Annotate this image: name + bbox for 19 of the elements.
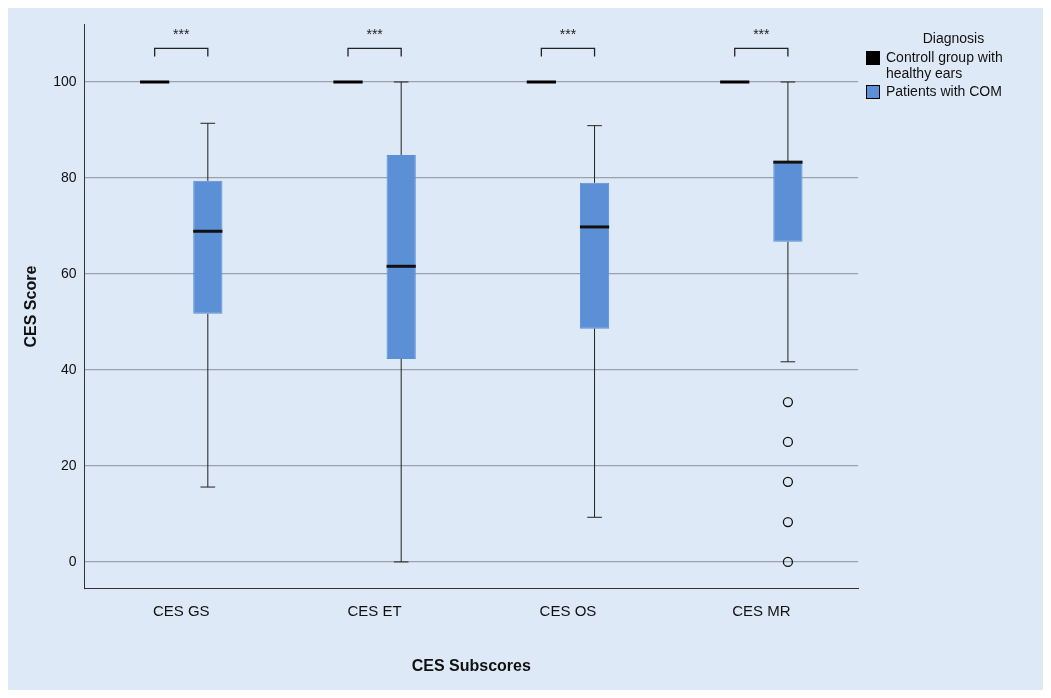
y-axis-title: CES Score <box>22 265 40 348</box>
x-axis-title: CES Subscores <box>411 656 531 674</box>
y-tick-label: 20 <box>60 456 77 473</box>
legend-label: Controll group with healthy ears <box>886 49 1004 81</box>
x-tick-label: CES ET <box>347 601 402 619</box>
y-tick-label: 60 <box>60 264 77 281</box>
y-tick-label: 80 <box>60 168 77 185</box>
annotation: *** <box>366 26 384 43</box>
y-tick-label: 100 <box>53 72 77 89</box>
annotation: *** <box>753 26 771 43</box>
legend-label: Patients with COM <box>886 83 1002 99</box>
x-tick-label: CES OS <box>539 601 597 619</box>
annotation: *** <box>559 26 577 43</box>
legend-title: Diagnosis <box>921 30 986 46</box>
y-tick-label: 0 <box>68 552 77 569</box>
annotation: *** <box>173 26 190 43</box>
y-tick-label: 40 <box>60 360 77 377</box>
x-tick-label: CES GS <box>152 601 210 619</box>
x-tick-label: CES MR <box>732 601 791 619</box>
